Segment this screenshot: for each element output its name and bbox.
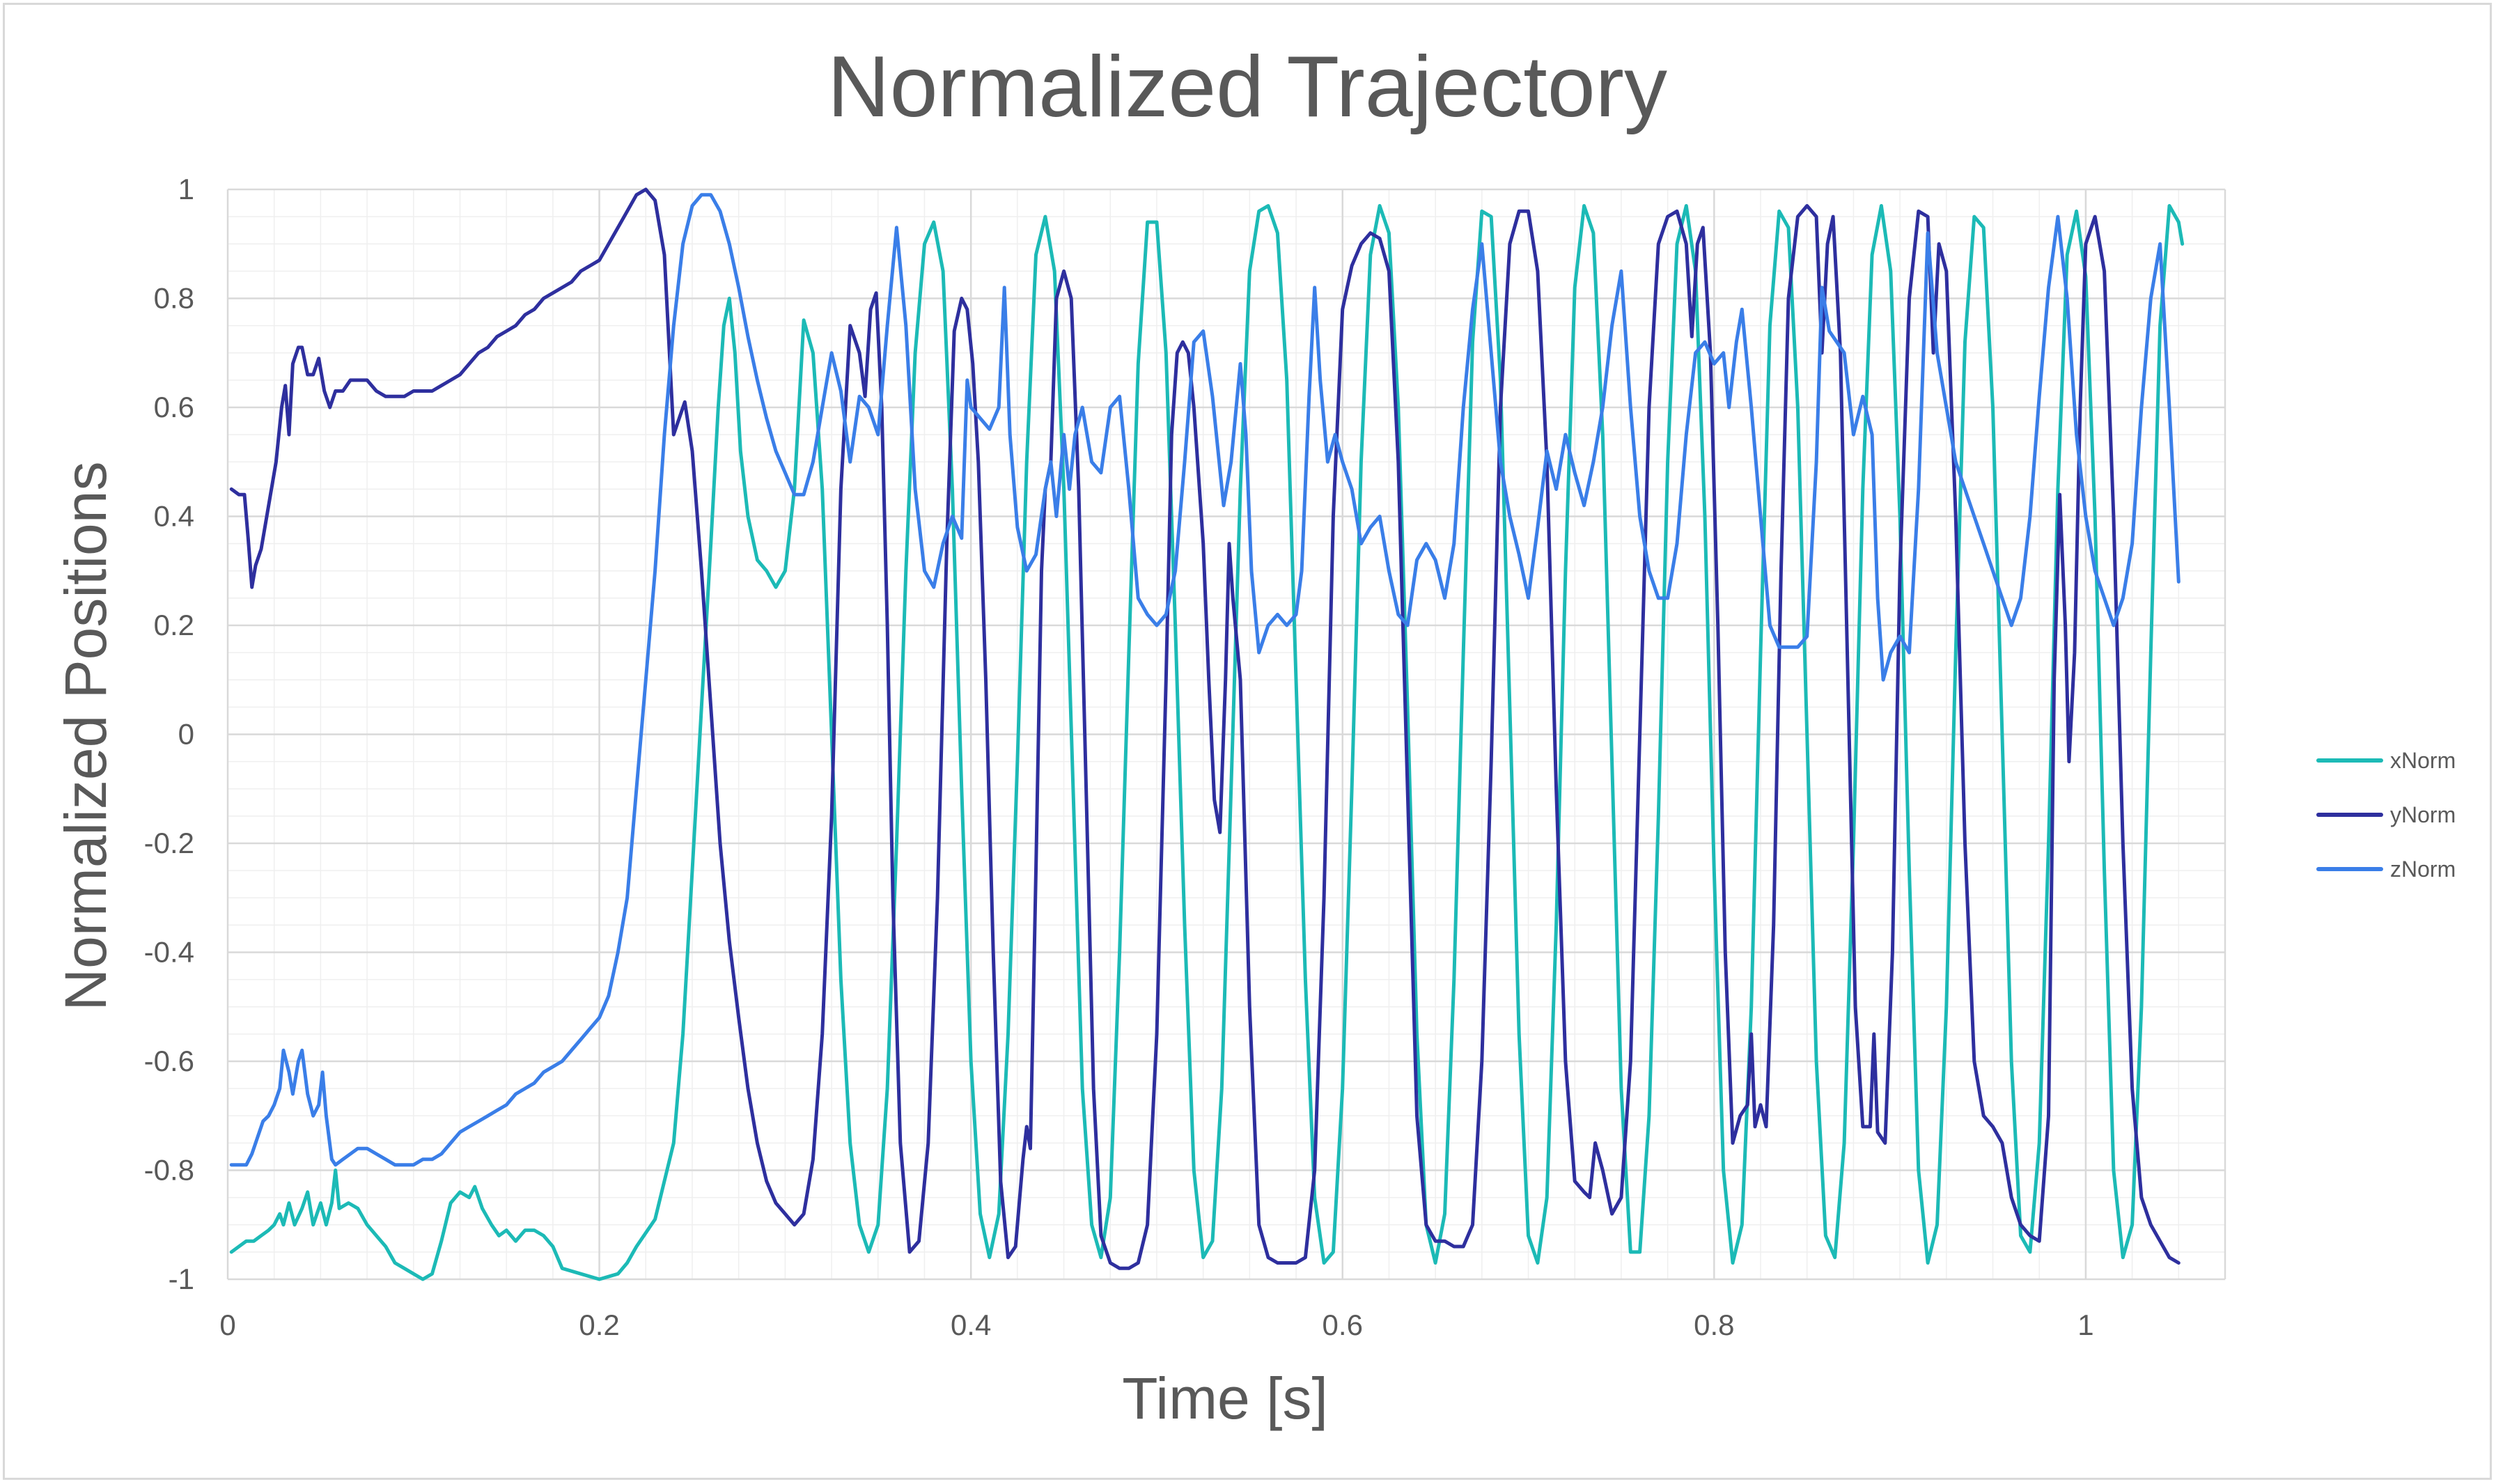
legend-label: zNorm: [2390, 857, 2456, 882]
legend: xNorm yNorm zNorm: [2316, 748, 2456, 882]
legend-item: xNorm: [2316, 748, 2456, 773]
x-tick-label: 0: [219, 1309, 235, 1341]
chart-area: Normalized Trajectory -1 -0.8 -0.6 -0.4 -0.2…: [3, 3, 2492, 1480]
series-line-yNorm: [229, 187, 2181, 1270]
series-lines: [229, 187, 2185, 1281]
y-tick-label: 0.4: [154, 500, 194, 533]
line-chart: Normalized Trajectory -1 -0.8 -0.6 -0.4 -0.2…: [53, 39, 2456, 1431]
y-axis-title: Normalized Positions: [53, 462, 118, 1011]
series-line-zNorm: [229, 193, 2181, 1167]
legend-label: xNorm: [2390, 748, 2456, 773]
y-tick-label: -0.2: [144, 827, 194, 859]
y-tick-label: -0.6: [144, 1045, 194, 1077]
x-tick-label: 1: [2077, 1309, 2093, 1341]
y-tick-label: -0.4: [144, 936, 194, 969]
y-axis-tick-labels: -1 -0.8 -0.6 -0.4 -0.2 0 0.2 0.4 0.6 0.8 1: [144, 173, 194, 1295]
x-axis-tick-labels: 0 0.2 0.4 0.6 0.8 1: [219, 1309, 2093, 1341]
x-tick-label: 0.2: [579, 1309, 619, 1341]
y-tick-label: 1: [178, 173, 194, 205]
x-tick-label: 0.4: [951, 1309, 991, 1341]
x-axis-title: Time [s]: [1122, 1366, 1328, 1431]
legend-label: yNorm: [2390, 802, 2456, 827]
y-tick-label: -1: [169, 1263, 194, 1295]
x-tick-label: 0.8: [1694, 1309, 1734, 1341]
y-tick-label: 0.2: [154, 609, 194, 641]
chart-title: Normalized Trajectory: [827, 39, 1667, 135]
legend-item: zNorm: [2316, 857, 2456, 882]
x-tick-label: 0.6: [1323, 1309, 1363, 1341]
y-tick-label: 0.8: [154, 282, 194, 315]
series-line-xNorm: [229, 204, 2185, 1281]
legend-item: yNorm: [2316, 802, 2456, 827]
y-tick-label: -0.8: [144, 1154, 194, 1187]
y-tick-label: 0.6: [154, 391, 194, 423]
y-tick-label: 0: [178, 718, 194, 751]
